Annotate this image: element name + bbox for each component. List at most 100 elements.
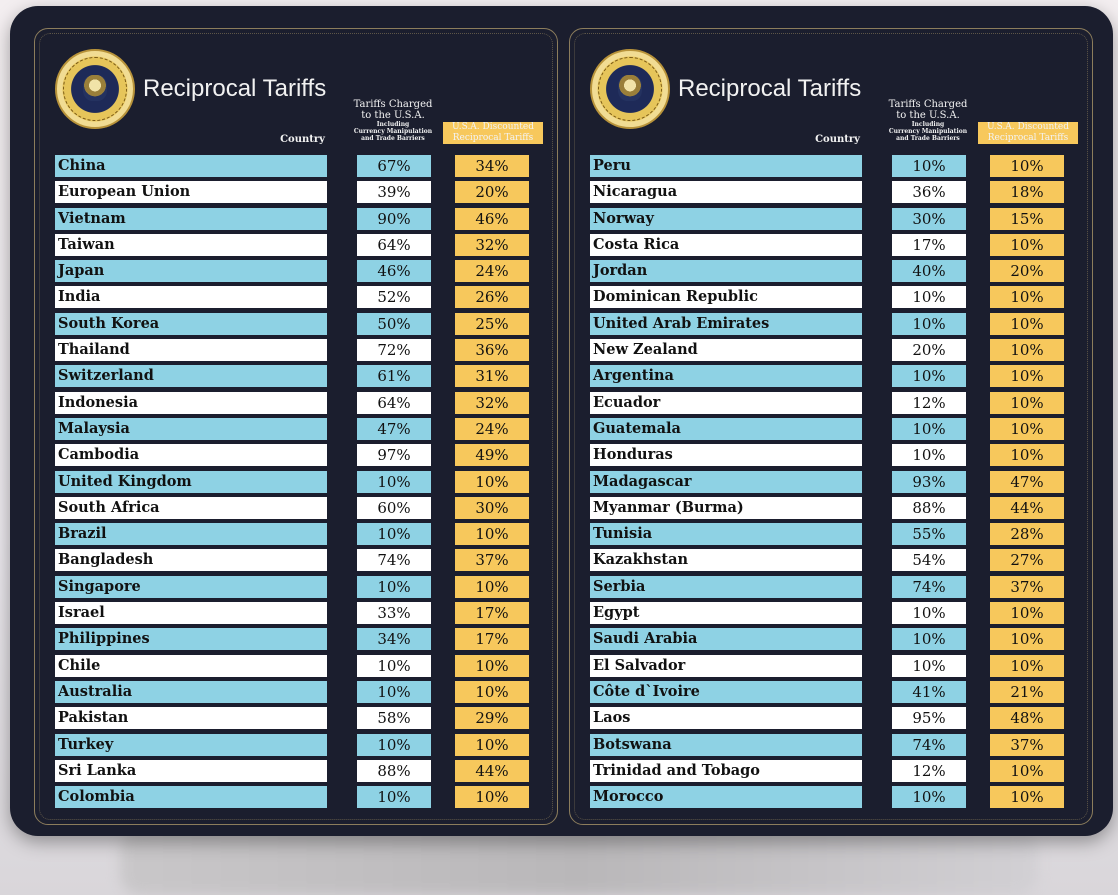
charged-tariff-cell: 54% — [892, 549, 966, 572]
charged-tariff-cell: 10% — [892, 155, 966, 177]
discounted-tariff-cell: 10% — [990, 155, 1064, 177]
discounted-tariff-cell: 29% — [455, 707, 529, 730]
country-cell: Chile — [55, 654, 327, 677]
country-cell: Taiwan — [55, 233, 327, 256]
charged-tariff-cell: 17% — [892, 233, 966, 256]
discounted-tariff-cell: 10% — [990, 786, 1064, 809]
table-row: Trinidad and Tobago 12% 10% — [590, 759, 1080, 785]
country-cell: Thailand — [55, 339, 327, 362]
charged-tariff-cell: 10% — [357, 654, 431, 677]
discounted-header-line2: Reciprocal Tariffs — [452, 133, 534, 143]
discounted-tariff-cell: 27% — [990, 549, 1064, 572]
discounted-tariff-cell: 24% — [455, 417, 529, 440]
table-row: European Union 39% 20% — [55, 180, 545, 206]
discounted-tariff-cell: 49% — [455, 444, 529, 467]
charged-tariff-cell: 41% — [892, 680, 966, 703]
country-cell: Kazakhstan — [590, 549, 862, 572]
table-row: Bangladesh 74% 37% — [55, 548, 545, 574]
country-cell: Pakistan — [55, 707, 327, 730]
charged-tariff-cell: 10% — [357, 733, 431, 756]
table-row: Brazil 10% 10% — [55, 522, 545, 548]
panel-title: Reciprocal Tariffs — [143, 75, 327, 102]
country-cell: Jordan — [590, 260, 862, 283]
country-cell: Israel — [55, 602, 327, 625]
table-row: El Salvador 10% 10% — [590, 654, 1080, 680]
discounted-tariff-cell: 10% — [455, 733, 529, 756]
discounted-tariff-cell: 24% — [455, 260, 529, 283]
discounted-tariff-cell: 10% — [990, 654, 1064, 677]
country-cell: Madagascar — [590, 470, 862, 493]
background-blur — [120, 830, 1038, 895]
charged-tariff-cell: 47% — [357, 417, 431, 440]
discounted-tariff-cell: 10% — [990, 602, 1064, 625]
discounted-tariff-cell: 28% — [990, 523, 1064, 546]
discounted-tariff-cell: 10% — [990, 339, 1064, 362]
country-cell: South Korea — [55, 312, 327, 335]
charged-tariff-cell: 74% — [892, 575, 966, 598]
country-cell: European Union — [55, 181, 327, 204]
table-row: Honduras 10% 10% — [590, 443, 1080, 469]
table-row: Australia 10% 10% — [55, 680, 545, 706]
table-row: Dominican Republic 10% 10% — [590, 285, 1080, 311]
tariff-rows-right: Peru 10% 10% Nicaragua 36% 18% Norway 30% 15% Cos… — [590, 154, 1080, 811]
charged-tariff-cell: 97% — [357, 444, 431, 467]
country-cell: Honduras — [590, 444, 862, 467]
tariff-panel-left: Reciprocal Tariffs Country Tariffs Charg… — [34, 28, 558, 825]
country-cell: Trinidad and Tobago — [590, 759, 862, 782]
discounted-tariff-cell: 10% — [990, 391, 1064, 414]
discounted-tariff-cell: 10% — [990, 628, 1064, 651]
table-row: Taiwan 64% 32% — [55, 233, 545, 259]
charged-tariff-cell: 10% — [892, 417, 966, 440]
country-cell: Cambodia — [55, 444, 327, 467]
country-cell: Dominican Republic — [590, 286, 862, 309]
country-cell: Colombia — [55, 786, 327, 809]
tariff-panel-right: Reciprocal Tariffs Country Tariffs Charg… — [569, 28, 1093, 825]
discounted-header-line2: Reciprocal Tariffs — [987, 133, 1069, 143]
charged-tariff-cell: 10% — [357, 680, 431, 703]
country-column-header: Country — [280, 134, 325, 145]
discounted-tariff-cell: 21% — [990, 680, 1064, 703]
table-row: South Africa 60% 30% — [55, 496, 545, 522]
charged-header-sub1: Including — [376, 121, 410, 128]
country-cell: Guatemala — [590, 417, 862, 440]
charged-tariff-cell: 10% — [357, 523, 431, 546]
country-cell: Switzerland — [55, 365, 327, 388]
discounted-tariff-cell: 10% — [455, 654, 529, 677]
table-row: Costa Rica 17% 10% — [590, 233, 1080, 259]
table-row: Thailand 72% 36% — [55, 338, 545, 364]
charged-tariff-cell: 34% — [357, 628, 431, 651]
discounted-tariff-cell: 44% — [455, 759, 529, 782]
discounted-column-header: U.S.A. Discounted Reciprocal Tariffs — [443, 122, 543, 144]
country-cell: Vietnam — [55, 207, 327, 230]
charged-tariff-cell: 90% — [357, 207, 431, 230]
country-cell: China — [55, 155, 327, 177]
table-row: Laos 95% 48% — [590, 706, 1080, 732]
presidential-seal-icon — [590, 49, 670, 129]
discounted-tariff-cell: 10% — [990, 365, 1064, 388]
table-row: Serbia 74% 37% — [590, 575, 1080, 601]
charged-header-sub2: Currency Manipulation — [353, 128, 433, 135]
charged-tariff-cell: 10% — [357, 786, 431, 809]
country-cell: Morocco — [590, 786, 862, 809]
discounted-tariff-cell: 10% — [990, 233, 1064, 256]
country-cell: Saudi Arabia — [590, 628, 862, 651]
charged-tariff-cell: 74% — [357, 549, 431, 572]
charged-tariff-cell: 60% — [357, 496, 431, 519]
table-row: Israel 33% 17% — [55, 601, 545, 627]
charged-column-header: Tariffs Charged to the U.S.A. Including … — [353, 99, 433, 142]
table-row: Sri Lanka 88% 44% — [55, 759, 545, 785]
charged-tariff-cell: 95% — [892, 707, 966, 730]
charged-header-sub1: Including — [911, 121, 945, 128]
charged-header-line1: Tariffs Charged — [353, 99, 433, 110]
country-cell: Botswana — [590, 733, 862, 756]
charged-tariff-cell: 55% — [892, 523, 966, 546]
discounted-tariff-cell: 10% — [990, 286, 1064, 309]
country-cell: Ecuador — [590, 391, 862, 414]
charged-tariff-cell: 10% — [892, 365, 966, 388]
charged-tariff-cell: 12% — [892, 391, 966, 414]
table-row: Egypt 10% 10% — [590, 601, 1080, 627]
charged-tariff-cell: 52% — [357, 286, 431, 309]
table-row: India 52% 26% — [55, 285, 545, 311]
table-row: South Korea 50% 25% — [55, 312, 545, 338]
table-row: United Arab Emirates 10% 10% — [590, 312, 1080, 338]
